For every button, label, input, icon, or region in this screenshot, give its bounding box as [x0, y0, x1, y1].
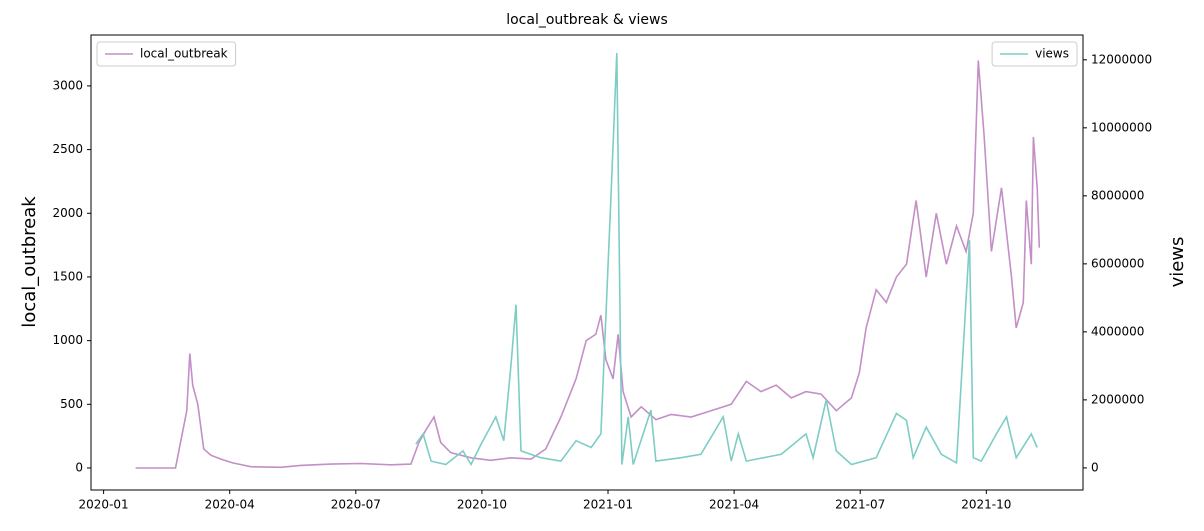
x-tick-label: 2021-10: [961, 498, 1011, 512]
x-tick-label: 2021-04: [709, 498, 759, 512]
y2-tick-label: 4000000: [1091, 324, 1144, 338]
legend-label: views: [1035, 47, 1069, 61]
series-line: [415, 52, 1038, 467]
legend-label: local_outbreak: [140, 47, 228, 61]
y2-tick-label: 8000000: [1091, 188, 1144, 202]
y2-axis-label: views: [1167, 237, 1188, 288]
y-tick-label: 1500: [52, 269, 83, 283]
legend-box: [96, 41, 237, 67]
y-tick-label: 3000: [52, 78, 83, 92]
y-tick-label: 500: [60, 397, 83, 411]
y2-tick-label: 10000000: [1091, 120, 1152, 134]
x-tick-label: 2020-01: [79, 498, 129, 512]
x-tick-label: 2021-07: [835, 498, 885, 512]
y2-tick-label: 6000000: [1091, 256, 1144, 270]
plot-frame: [90, 34, 1084, 491]
x-tick-label: 2020-04: [205, 498, 255, 512]
y-tick-label: 2500: [52, 142, 83, 156]
y2-tick-label: 2000000: [1091, 392, 1144, 406]
chart-title: local_outbreak & views: [506, 12, 668, 28]
y2-tick-label: 12000000: [1091, 52, 1152, 66]
y-tick-label: 0: [75, 460, 83, 474]
y-axis-label: local_outbreak: [19, 196, 40, 328]
x-tick-label: 2020-07: [331, 498, 381, 512]
x-tick-label: 2020-10: [457, 498, 507, 512]
x-tick-label: 2021-01: [583, 498, 633, 512]
y2-tick-label: 0: [1091, 460, 1099, 474]
y-tick-label: 1000: [52, 333, 83, 347]
y-tick-label: 2000: [52, 206, 83, 220]
series-line: [135, 60, 1041, 469]
legend-box: [991, 41, 1078, 67]
